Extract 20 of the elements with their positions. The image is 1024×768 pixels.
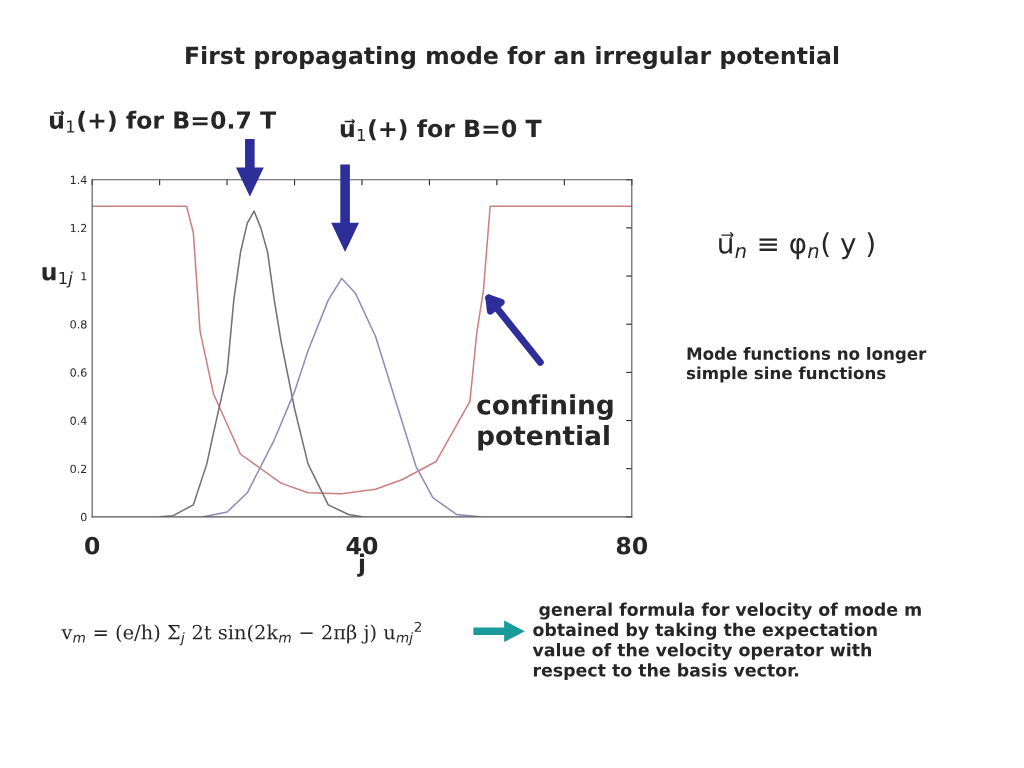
text: u⃗$_{n}$ ≡ φ$_{n}$( y ) [719, 232, 874, 260]
text: v$_{m}$ = (e/h) Σ$_{j}$ 2t sin(2k$_{m}$ − 2πβ j) u$_{mj}$$^{2}$ [61, 621, 422, 646]
text: general formula for velocity of mode m obtained by taking the expectation value of the velocity operator with respect to the basis vector. [532, 602, 921, 681]
x-axis-title: j [357, 553, 365, 577]
y-tick-label: 0.2 [70, 464, 87, 474]
y-tick-label: 1.2 [70, 223, 87, 233]
chart-title: First propagating mode for an irregular potential [186, 46, 839, 70]
annotation: confining potential [477, 394, 613, 451]
y-tick-label: 1 [81, 272, 87, 281]
text: u⃗$_{1}$(+) for B=0 T [340, 119, 542, 141]
text: u⃗$_{1}$(+) for B=0.7 T [49, 110, 277, 133]
y-tick-label: 0.6 [70, 368, 87, 377]
text: Mode functions no longer simple sine functions [686, 347, 927, 383]
y-tick-label: 0.8 [70, 320, 87, 329]
x-tick-label: 80 [616, 536, 648, 555]
y-tick-label: 0 [80, 512, 87, 522]
y-tick-label: 1.4 [70, 175, 87, 184]
x-tick-label: 40 [346, 536, 378, 555]
y-tick-label: 0.4 [70, 416, 87, 425]
y-axis-title: u$_{1j}$ [42, 267, 73, 288]
